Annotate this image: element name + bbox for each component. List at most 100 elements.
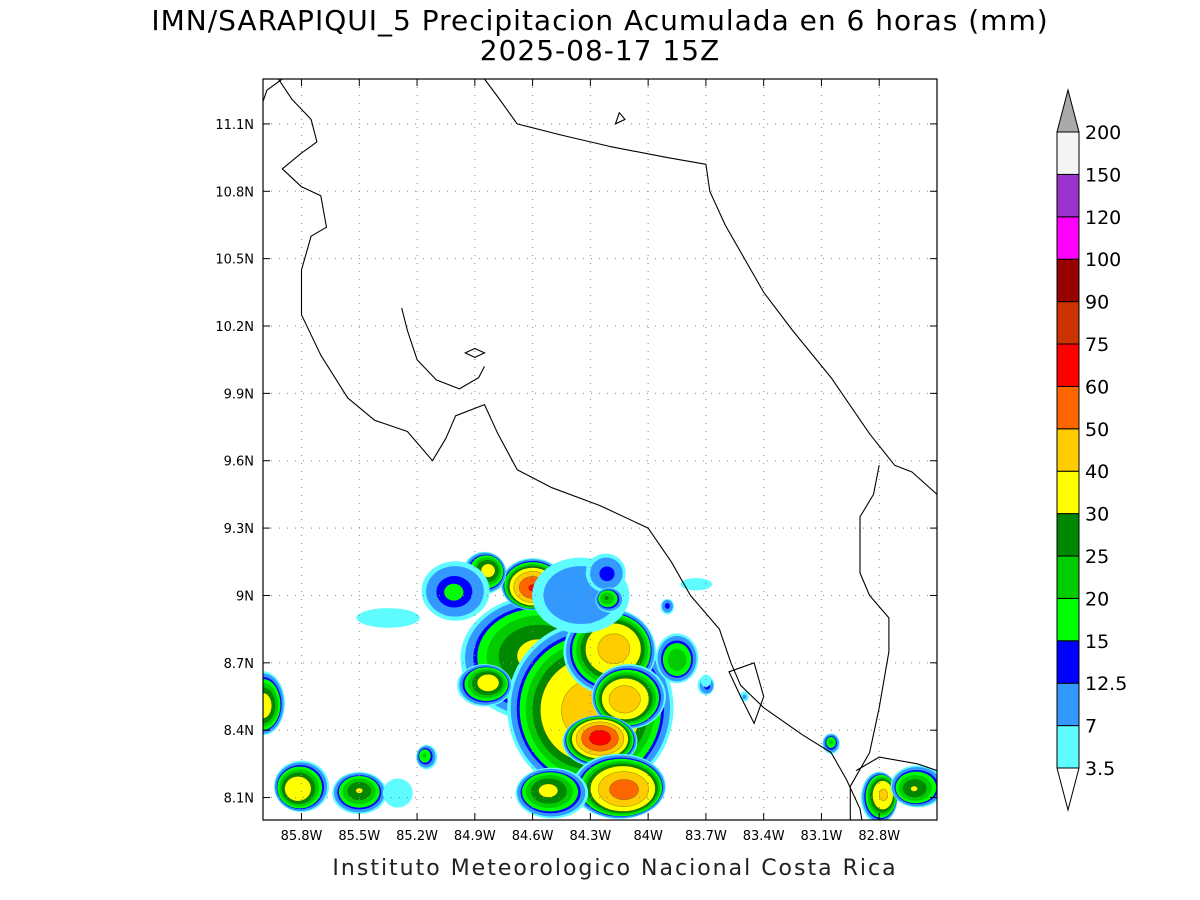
rain-cell: [515, 767, 589, 819]
rain-cell: [572, 753, 666, 819]
colorbar-arrow-low: [1056, 767, 1080, 812]
rain-cell: [416, 744, 438, 770]
rain-contour: [700, 674, 712, 687]
tick-label-lon: 83.7W: [685, 829, 727, 844]
island-outline: [614, 111, 626, 125]
rain-cell: [822, 733, 840, 754]
colorbar-box: [1056, 640, 1080, 684]
colorbar-box: [1056, 513, 1080, 557]
rain-cell: [680, 578, 713, 591]
rain-contour: [680, 578, 713, 591]
rain-cell: [700, 674, 712, 687]
rain-cell: [860, 771, 898, 820]
rain-contour: [667, 648, 687, 671]
tick-label-lon: 83.1W: [801, 829, 843, 844]
rain-contour: [355, 787, 364, 794]
colorbar-arrow-high: [1056, 88, 1080, 133]
colorbar-box: [1056, 216, 1080, 260]
colorbar-label: 12.5: [1085, 673, 1127, 695]
tick-label-lat: 9.6N: [224, 455, 254, 470]
rain-contour: [538, 783, 559, 798]
coastline-segment: [277, 79, 863, 820]
colorbar-box: [1056, 725, 1080, 769]
tick-label-lat: 10.2N: [215, 320, 254, 335]
tick-label-lat: 10.5N: [215, 253, 254, 268]
island-outline: [463, 347, 486, 359]
colorbar-label: 40: [1085, 461, 1109, 483]
colorbar-label: 100: [1085, 249, 1121, 271]
rain-cell: [655, 633, 699, 684]
tick-label-lon: 83.4W: [743, 829, 785, 844]
color-bar: 3.5 7 12.5 15 20 25 30 40 50 60 75 90 100 120 150 200: [1056, 88, 1127, 812]
tick-label-lon: 84.9W: [454, 829, 496, 844]
colorbar-label: 15: [1085, 631, 1109, 653]
rain-contour: [599, 566, 615, 582]
rain-contour: [742, 694, 747, 700]
rain-cell: [660, 598, 675, 615]
coastline-segment: [855, 756, 937, 772]
tick-label-lat: 8.4N: [224, 724, 254, 739]
colorbar-label: 50: [1085, 419, 1109, 441]
coastline: [263, 79, 937, 820]
rain-contour: [263, 692, 273, 719]
colorbar-box: [1056, 173, 1080, 218]
tick-label-lon: 85.5W: [338, 829, 380, 844]
rain-cell: [382, 778, 413, 808]
colorbar-box: [1056, 301, 1080, 345]
tick-label-lat: 11.1N: [215, 118, 254, 133]
tick-label-lon: 85.2W: [396, 829, 438, 844]
rain-contour: [476, 674, 500, 692]
precipitation-field: [263, 551, 937, 820]
rain-cell: [421, 561, 490, 621]
tick-label-lat: 9N: [236, 589, 254, 604]
tick-label-lat: 9.3N: [224, 522, 254, 537]
rain-contour: [480, 563, 496, 578]
tick-label-lon: 82.8W: [858, 829, 900, 844]
map-frame: [262, 78, 938, 821]
rain-contour: [604, 595, 609, 600]
map-subtitle: 2025-08-17 15Z: [479, 34, 721, 67]
colorbar-box: [1056, 555, 1080, 599]
tick-label-lon: 84W: [633, 829, 663, 844]
colorbar-box: [1056, 258, 1080, 303]
colorbar-label: 7: [1085, 716, 1097, 738]
colorbar-box: [1056, 597, 1080, 642]
colorbar-label: 90: [1085, 292, 1109, 314]
rain-cell: [457, 663, 512, 707]
colorbar-label: 120: [1085, 207, 1121, 229]
rain-contour: [910, 785, 918, 792]
rain-contour: [356, 608, 420, 628]
rain-cell: [740, 691, 749, 702]
colorbar-label: 20: [1085, 588, 1109, 610]
rain-contour: [597, 633, 631, 665]
colorbar-label: 25: [1085, 546, 1109, 568]
axis-ticks: 85.8W 85.5W 85.2W 84.9W 84.6W 84.3W 84W 83.7W 83…: [215, 79, 937, 844]
colorbar-label: 150: [1085, 164, 1121, 186]
map-title: IMN/SARAPIQUI_5 Precipitacion Acumulada …: [151, 4, 1049, 37]
colorbar-box: [1056, 682, 1080, 727]
tick-label-lat: 9.9N: [224, 387, 254, 402]
rain-contour: [609, 779, 639, 800]
colorbar-label: 30: [1085, 504, 1109, 526]
rain-contour: [608, 685, 641, 714]
rain-cell: [356, 608, 420, 628]
rain-contour: [382, 778, 413, 808]
rain-cell: [585, 553, 626, 593]
colorbar-box: [1056, 470, 1080, 515]
coastline-segment: [263, 79, 283, 102]
tick-label-lat: 10.8N: [215, 185, 254, 200]
rain-cell: [273, 760, 330, 812]
colorbar-box: [1056, 385, 1080, 430]
colorbar-box: [1056, 343, 1080, 387]
rain-contour: [284, 776, 312, 802]
coastline-segment: [484, 79, 937, 495]
tick-label-lon: 85.8W: [281, 829, 323, 844]
rain-cell: [591, 664, 666, 729]
tick-label-lon: 84.3W: [569, 829, 611, 844]
rain-contour: [829, 740, 834, 745]
rain-contour: [878, 788, 888, 801]
coastline-segment: [401, 307, 485, 390]
tick-label-lon: 84.6W: [512, 829, 554, 844]
rain-cell: [595, 587, 624, 613]
